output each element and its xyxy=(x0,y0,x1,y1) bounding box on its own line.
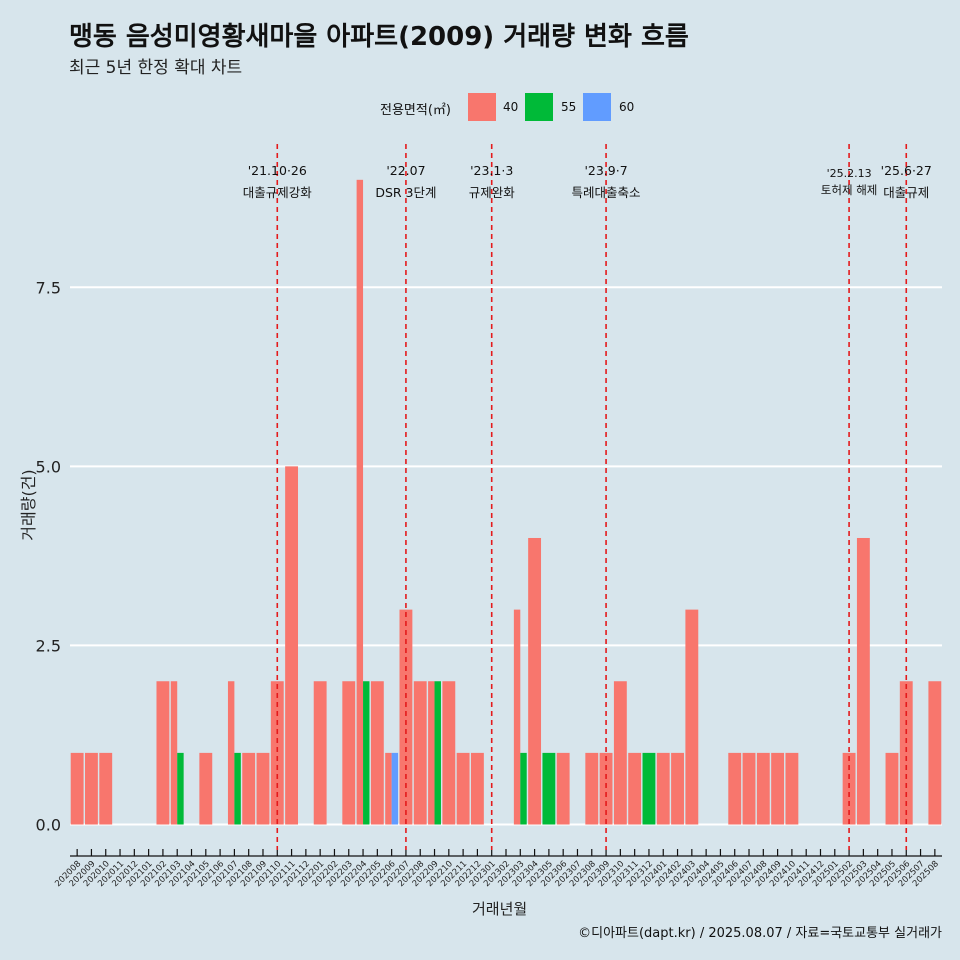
y-tick-label: 0.0 xyxy=(36,816,61,835)
bar-202407-40 xyxy=(742,752,756,825)
event-text-label: 대출규제강화 xyxy=(243,185,313,200)
bar-202409-40 xyxy=(771,752,785,825)
event-date-label: '23.9·7 xyxy=(584,163,627,178)
bar-202010-40 xyxy=(99,752,113,825)
bar-202508-40 xyxy=(928,681,942,825)
event-date-label: '23.1·3 xyxy=(470,163,513,178)
bar-202305-55 xyxy=(542,752,556,825)
bar-202109-40 xyxy=(256,752,270,825)
legend-swatch-55 xyxy=(525,93,553,121)
event-date-label: '25.6·27 xyxy=(881,163,932,178)
bar-202310-40 xyxy=(613,681,627,825)
bar-202304-40 xyxy=(528,537,542,825)
y-axis-title: 거래량(건) xyxy=(19,469,38,541)
bar-202211-40 xyxy=(456,752,470,825)
event-text-label: 규제완화 xyxy=(469,185,516,200)
bar-202311-40 xyxy=(628,752,642,825)
bar-202108-40 xyxy=(242,752,256,825)
bar-202308-40 xyxy=(585,752,599,825)
bar-202107-40 xyxy=(227,681,235,825)
event-date-label: '22.07 xyxy=(386,163,425,178)
bar-202203-40 xyxy=(342,681,356,825)
bar-202209-55 xyxy=(434,681,441,825)
chart-subtitle: 최근 5년 한정 확대 차트 xyxy=(69,58,243,78)
legend-label-55: 55 xyxy=(561,100,577,114)
bar-202208-40 xyxy=(413,681,427,825)
bar-202502-40 xyxy=(842,752,856,825)
bar-202503-40 xyxy=(856,537,870,825)
bar-202111-40 xyxy=(285,466,299,825)
legend-swatch-60 xyxy=(583,93,611,121)
bar-202408-40 xyxy=(756,752,770,825)
bar-202505-40 xyxy=(885,752,899,825)
bar-202205-40 xyxy=(370,681,384,825)
bar-202312-55 xyxy=(642,752,656,825)
y-tick-label: 7.5 xyxy=(36,278,61,297)
x-axis-title: 거래년월 xyxy=(472,900,528,918)
bar-202303-40 xyxy=(513,609,521,825)
bar-202206-60 xyxy=(391,752,399,825)
bar-202105-40 xyxy=(199,752,213,825)
bar-202410-40 xyxy=(785,752,799,825)
y-tick-label: 5.0 xyxy=(36,457,61,476)
legend-label-40: 40 xyxy=(503,100,519,114)
legend: 전용면적(㎡) 40 55 60 xyxy=(0,92,960,122)
bar-202206-40 xyxy=(385,752,392,825)
bar-202102-40 xyxy=(156,681,170,825)
bar-202309-40 xyxy=(599,752,613,825)
bar-202204-55 xyxy=(363,681,370,825)
event-text-label: DSR 3단계 xyxy=(375,185,436,200)
bar-202209-40 xyxy=(428,681,435,825)
event-date-label: '21.10·26 xyxy=(248,163,307,178)
bar-202201-40 xyxy=(313,681,327,825)
bar-202402-40 xyxy=(671,752,684,825)
bar-202306-40 xyxy=(556,752,570,825)
event-date-label: '25.2.13 xyxy=(827,167,872,180)
bar-202110-40 xyxy=(270,681,284,825)
bar-202009-40 xyxy=(85,752,98,825)
bar-202506-40 xyxy=(899,681,913,825)
legend-swatch-40 xyxy=(468,93,496,121)
event-text-label: 특례대출축소 xyxy=(572,185,641,200)
event-text-label: 토허제 해제 xyxy=(821,183,878,197)
bar-202303-55 xyxy=(520,752,527,825)
y-tick-label: 2.5 xyxy=(36,636,61,655)
bar-202403-40 xyxy=(685,609,699,825)
bar-202107-55 xyxy=(234,752,241,825)
bar-202204-40 xyxy=(356,179,364,825)
bar-202103-40 xyxy=(170,681,178,825)
bar-202210-40 xyxy=(442,681,456,825)
legend-title: 전용면적(㎡) xyxy=(380,103,451,118)
bar-202212-40 xyxy=(470,752,484,825)
bar-202406-40 xyxy=(728,752,742,825)
chart-title: 맹동 음성미영황새마을 아파트(2009) 거래량 변화 흐름 xyxy=(69,22,689,52)
event-text-label: 대출규제 xyxy=(883,185,929,200)
bar-202103-55 xyxy=(177,752,184,825)
bar-202008-40 xyxy=(70,752,84,825)
bar-202401-40 xyxy=(656,752,670,825)
source-caption: ©디아파트(dapt.kr) / 2025.08.07 / 자료=국토교통부 실… xyxy=(578,926,942,941)
bar-202207-40 xyxy=(399,609,413,825)
legend-label-60: 60 xyxy=(619,100,635,114)
